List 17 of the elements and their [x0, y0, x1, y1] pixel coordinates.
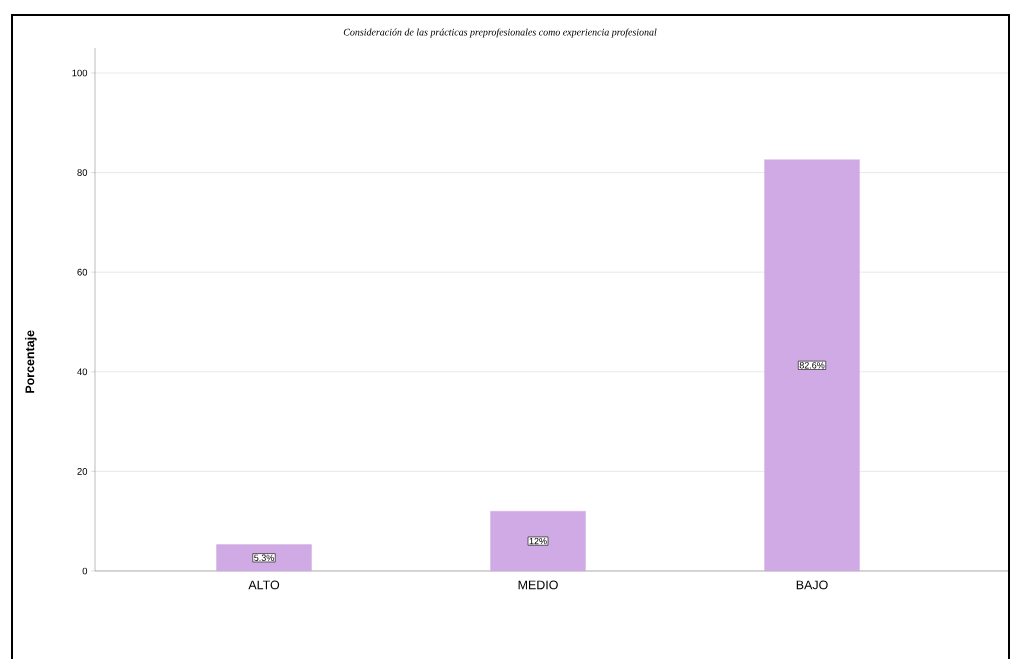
bar — [216, 544, 312, 572]
data-label: 82.6% — [799, 362, 825, 369]
x-tick-label: MEDIO — [518, 580, 558, 590]
y-tick-label: 60 — [77, 268, 88, 276]
y-tick-label: 80 — [77, 169, 88, 176]
y-axis-title: Porcentaje — [25, 330, 37, 393]
y-tick-label: 0 — [82, 567, 88, 575]
chart-title: Consideración de las prácticas preprofesionales como experiencia profesional — [343, 28, 657, 38]
bar — [764, 159, 860, 572]
y-tick-label: 100 — [72, 69, 88, 77]
data-label: 12% — [529, 537, 547, 545]
y-tick-label: 20 — [77, 468, 88, 475]
x-tick-label: BAJO — [796, 580, 828, 590]
bar — [490, 511, 586, 572]
y-tick-label: 40 — [77, 368, 88, 376]
x-tick-label: ALTO — [248, 580, 280, 590]
data-label: 5.3% — [254, 554, 274, 561]
